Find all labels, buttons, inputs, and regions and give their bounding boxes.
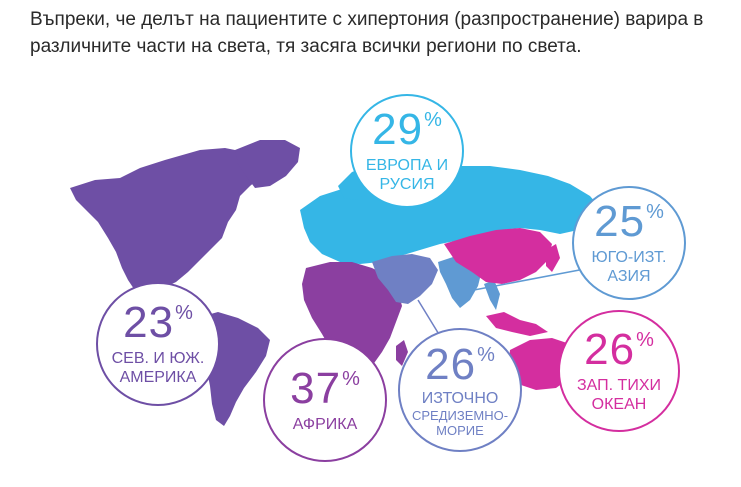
map-africa <box>302 262 402 394</box>
pacific-percent: 26 % <box>584 325 654 374</box>
africa-percent: 37 % <box>290 363 360 413</box>
map-madagascar <box>396 340 408 366</box>
emed-percent: 26 % <box>425 339 495 389</box>
connector-emed <box>417 299 441 337</box>
map-north-america <box>70 148 262 298</box>
bubble-south-east-asia: 25 % ЮГО-ИЗТ. АЗИЯ <box>572 186 686 300</box>
bubble-africa: 37 % АФРИКА <box>263 338 387 462</box>
bubble-western-pacific: 26 % ЗАП. ТИХИ ОКЕАН <box>558 310 680 432</box>
europe-percent: 29 % <box>372 105 442 154</box>
map-greenland <box>235 140 300 188</box>
europe-label: ЕВРОПА И РУСИЯ <box>365 157 449 193</box>
connector-sea <box>473 267 591 291</box>
map-islands <box>486 312 548 336</box>
map-indochina <box>484 280 500 310</box>
bubble-east-mediterranean: 26 % ИЗТОЧНО СРЕДИЗЕМНО- МОРИЕ <box>398 328 522 452</box>
map-china <box>444 228 552 284</box>
emed-label: ИЗТОЧНО <box>421 389 499 407</box>
map-east-mediterranean <box>372 254 438 304</box>
sea-percent: 25 % <box>594 197 664 246</box>
africa-label: АФРИКА <box>292 415 358 433</box>
sea-label: ЮГО-ИЗТ. АЗИЯ <box>591 249 667 285</box>
bubble-europe-russia: 29 % ЕВРОПА И РУСИЯ <box>350 94 464 208</box>
americas-percent: 23 % <box>123 298 193 347</box>
map-japan <box>546 244 560 272</box>
intro-text: Въпреки, че делът на пациентите с хиперт… <box>30 9 704 57</box>
bubble-americas: 23 % СЕВ. И ЮЖ. АМЕРИКА <box>96 282 220 406</box>
americas-label: СЕВ. И ЮЖ. АМЕРИКА <box>111 350 205 386</box>
pacific-label: ЗАП. ТИХИ ОКЕАН <box>577 377 661 413</box>
emed-label-sub: СРЕДИЗЕМНО- МОРИЕ <box>411 407 509 438</box>
